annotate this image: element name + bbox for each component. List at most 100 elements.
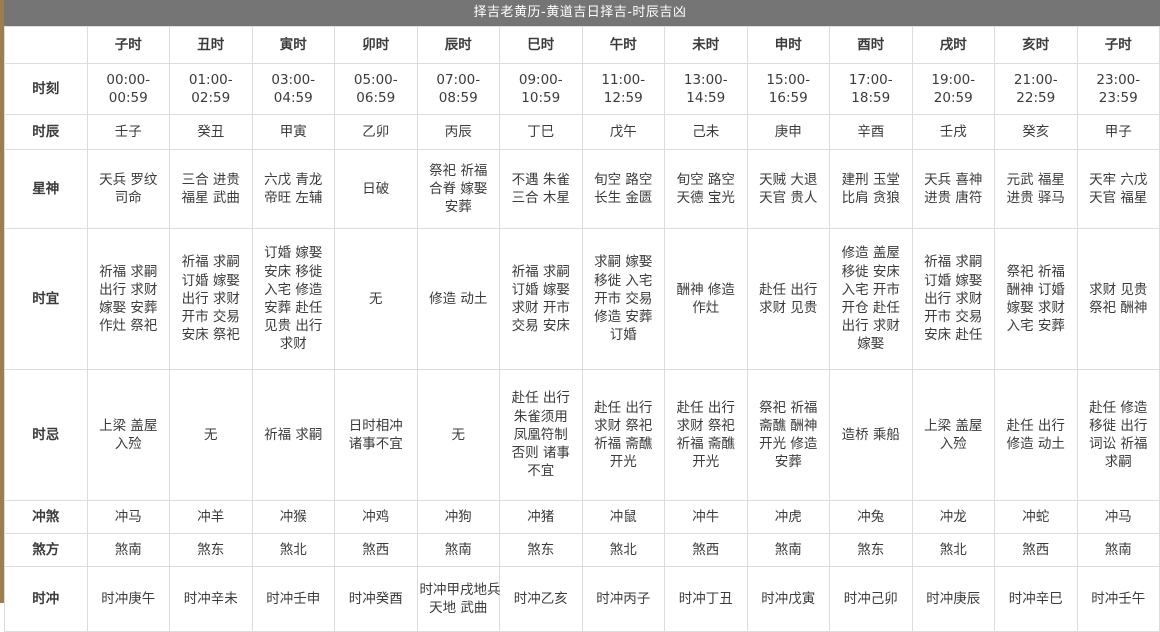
cell-shafang-7: 煞西 [664,533,748,567]
cell-shiyi-7: 酬神 修造 作灶 [664,228,748,370]
cell-shiyi-11: 祭祀 祈福 酬神 订婚 嫁娶 求财 入宅 安葬 [994,228,1078,370]
cell-shichen-1: 癸丑 [169,114,253,150]
title-bar: 择吉老黄历-黄道吉日择吉-时辰吉凶 [4,0,1160,26]
cell-xingshen-6: 旬空 路空 长生 金匮 [581,149,665,229]
cell-shichong-11: 时冲辛巳 [994,566,1078,632]
page-title: 择吉老黄历-黄道吉日择吉-时辰吉凶 [473,5,687,20]
cell-xingshen-4: 祭祀 祈福 合脊 嫁娶 安葬 [416,149,500,229]
cell-chongsha-12: 冲马 [1076,500,1160,534]
col-header-10: 戌时 [911,26,995,64]
cell-shiji-0: 上梁 盖屋 入殓 [86,369,170,501]
cell-shafang-2: 煞北 [251,533,335,567]
row-label-shiyi: 时宜 [4,228,88,370]
table-row-shafang: 煞方 煞南 煞东 煞北 煞西 煞南 煞东 煞北 煞西 煞南 煞东 煞北 煞西 煞… [4,533,1160,567]
cell-shiyi-2: 订婚 嫁娶 安床 移徙 入宅 修造 安葬 赴任 见贵 出行 求财 [251,228,335,370]
cell-chongsha-3: 冲鸡 [334,500,418,534]
cell-shiji-2: 祈福 求嗣 [251,369,335,501]
row-label-chongsha: 冲煞 [4,500,88,534]
cell-shichen-4: 丙辰 [416,114,500,150]
cell-shichong-2: 时冲壬申 [251,566,335,632]
cell-shichong-1: 时冲辛未 [169,566,253,632]
cell-chongsha-9: 冲兔 [829,500,913,534]
cell-shiyi-8: 赴任 出行 求财 见贵 [746,228,830,370]
cell-shichong-8: 时冲戊寅 [746,566,830,632]
cell-shichong-5: 时冲乙亥 [499,566,583,632]
cell-shiji-3: 日时相冲 诸事不宜 [334,369,418,501]
cell-shichong-0: 时冲庚午 [86,566,170,632]
row-label-shike: 时刻 [4,63,88,115]
cell-shafang-9: 煞东 [829,533,913,567]
cell-shiji-6: 赴任 出行 求财 祭祀 祈福 斋醮 开光 [581,369,665,501]
cell-xingshen-8: 天贼 大退 天官 贵人 [746,149,830,229]
cell-shiyi-9: 修造 盖屋 移徙 安床 入宅 开市 开仓 赴任 出行 求财 嫁娶 [829,228,913,370]
cell-xingshen-10: 天兵 喜神 进贵 唐符 [911,149,995,229]
cell-chongsha-5: 冲猪 [499,500,583,534]
hour-fortune-table: 子时 丑时 寅时 卯时 辰时 巳时 午时 未时 申时 酉时 戌时 亥时 子时 时… [4,26,1160,632]
cell-shiji-4: 无 [416,369,500,501]
cell-shichen-0: 壬子 [86,114,170,150]
cell-shichen-9: 辛酉 [829,114,913,150]
cell-shike-3: 05:00-06:59 [334,63,418,115]
cell-shafang-4: 煞南 [416,533,500,567]
cell-chongsha-10: 冲龙 [911,500,995,534]
col-header-4: 辰时 [416,26,500,64]
cell-shichen-3: 乙卯 [334,114,418,150]
cell-shafang-5: 煞东 [499,533,583,567]
cell-shiyi-10: 祈福 求嗣 订婚 嫁娶 出行 求财 开市 交易 安床 赴任 [911,228,995,370]
cell-shiji-11: 赴任 出行 修造 动土 [994,369,1078,501]
cell-shichong-4: 时冲甲戌地兵 天地 武曲 [416,566,501,632]
cell-xingshen-12: 天牢 六戊 天官 福星 [1076,149,1160,229]
cell-shichen-5: 丁巳 [499,114,583,150]
cell-shiji-8: 祭祀 祈福 斋醮 酬神 开光 修造 安葬 [746,369,830,501]
row-label-shichong: 时冲 [4,566,88,632]
cell-shiji-9: 造桥 乘船 [829,369,913,501]
cell-shichen-2: 甲寅 [251,114,335,150]
cell-shike-10: 19:00-20:59 [911,63,995,115]
cell-xingshen-11: 元武 福星 进贵 驿马 [994,149,1078,229]
row-label-xingshen: 星神 [4,149,88,229]
cell-shichong-10: 时冲庚辰 [911,566,995,632]
cell-shiji-7: 赴任 出行 求财 祭祀 祈福 斋醮 开光 [664,369,748,501]
col-header-9: 酉时 [829,26,913,64]
cell-shafang-6: 煞北 [581,533,665,567]
col-header-1: 丑时 [169,26,253,64]
cell-xingshen-3: 日破 [334,149,418,229]
cell-xingshen-1: 三合 进贵 福星 武曲 [169,149,253,229]
cell-shiyi-0: 祈福 求嗣 出行 求财 嫁娶 安葬 作灶 祭祀 [86,228,170,370]
cell-shiji-10: 上梁 盖屋 入殓 [911,369,995,501]
cell-shike-0: 00:00-00:59 [86,63,170,115]
cell-shiyi-3: 无 [334,228,418,370]
col-header-5: 巳时 [499,26,583,64]
cell-shichen-10: 壬戌 [911,114,995,150]
table-row-xingshen: 星神 天兵 罗纹 司命 三合 进贵 福星 武曲 六戊 青龙 帝旺 左辅 日破 祭… [4,149,1160,229]
row-label-shichen: 时辰 [4,114,88,150]
cell-shafang-1: 煞东 [169,533,253,567]
cell-shafang-3: 煞西 [334,533,418,567]
cell-shafang-10: 煞北 [911,533,995,567]
cell-shike-9: 17:00-18:59 [829,63,913,115]
cell-chongsha-8: 冲虎 [746,500,830,534]
cell-shiji-5: 赴任 出行 朱雀须用 凤凰符制 否则 诸事 不宜 [499,369,583,501]
cell-shafang-0: 煞南 [86,533,170,567]
cell-shike-7: 13:00-14:59 [664,63,748,115]
cell-chongsha-1: 冲羊 [169,500,253,534]
cell-shafang-12: 煞南 [1076,533,1160,567]
cell-shiji-12: 赴任 修造 移徙 出行 词讼 祈福 求嗣 [1076,369,1160,501]
cell-shike-4: 07:00-08:59 [416,63,500,115]
row-label-shiji: 时忌 [4,369,88,501]
cell-shike-2: 03:00-04:59 [251,63,335,115]
cell-chongsha-4: 冲狗 [416,500,500,534]
cell-shichen-8: 庚申 [746,114,830,150]
cell-chongsha-11: 冲蛇 [994,500,1078,534]
cell-shichen-6: 戊午 [581,114,665,150]
col-header-6: 午时 [581,26,665,64]
col-header-7: 未时 [664,26,748,64]
cell-shiyi-6: 求嗣 嫁娶 移徙 入宅 开市 交易 修造 安葬 订婚 [581,228,665,370]
table-row-shiji: 时忌 上梁 盖屋 入殓 无 祈福 求嗣 日时相冲 诸事不宜 无 赴任 出行 朱雀… [4,369,1160,501]
cell-shichong-6: 时冲丙子 [581,566,665,632]
col-header-11: 亥时 [994,26,1078,64]
cell-shichong-3: 时冲癸酉 [334,566,418,632]
cell-shike-1: 01:00-02:59 [169,63,253,115]
col-header-8: 申时 [746,26,830,64]
